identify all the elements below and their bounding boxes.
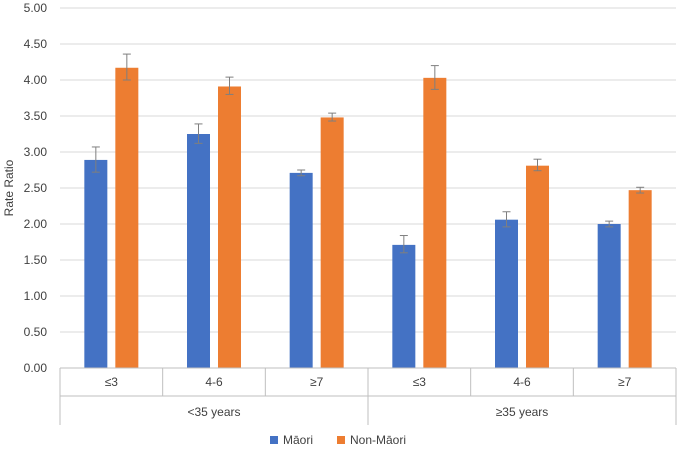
- bar-non-maori: [628, 190, 652, 368]
- x-category-label: ≥7: [310, 375, 324, 389]
- y-tick-label: 1.00: [24, 289, 48, 303]
- y-tick-label: 3.00: [24, 145, 48, 159]
- legend-swatch-non-maori: [337, 436, 345, 444]
- bar-non-maori: [115, 67, 139, 368]
- bar-maori: [289, 172, 313, 368]
- x-group-label: <35 years: [187, 405, 240, 419]
- gridlines: [60, 7, 676, 333]
- bar-maori: [597, 224, 621, 368]
- legend-label-maori: Māori: [283, 433, 313, 447]
- x-category-label: ≥7: [618, 375, 632, 389]
- legend: Māori Non-Māori: [270, 433, 406, 447]
- x-category-label: ≤3: [413, 375, 427, 389]
- y-tick-label: 2.50: [24, 181, 48, 195]
- y-tick-label: 2.00: [24, 217, 48, 231]
- bar-maori: [187, 134, 210, 368]
- bar-non-maori: [320, 117, 344, 368]
- x-category-label: 4-6: [205, 375, 223, 389]
- axes: 0.00 0.50 1.00 1.50 2.00 2.50 3.00 3.50 4.00 4.50…: [24, 1, 677, 425]
- y-tick-label: 4.50: [24, 37, 48, 51]
- y-tick-label: 1.50: [24, 253, 48, 267]
- x-category-label: 4-6: [513, 375, 531, 389]
- x-group-label: ≥35 years: [496, 405, 549, 419]
- y-tick-label: 0.50: [24, 325, 48, 339]
- y-tick-label: 3.50: [24, 109, 48, 123]
- bars: [84, 67, 652, 368]
- legend-label-non-maori: Non-Māori: [350, 433, 406, 447]
- legend-swatch-maori: [270, 436, 278, 444]
- y-axis-title: Rate Ratio: [2, 159, 16, 216]
- bar-non-maori: [423, 77, 447, 368]
- y-tick-label: 5.00: [24, 1, 48, 15]
- bar-non-maori: [218, 86, 241, 368]
- bar-maori: [495, 219, 518, 368]
- error-bars: [91, 53, 645, 254]
- bar-maori: [84, 159, 108, 368]
- y-tick-label: 0.00: [24, 361, 48, 375]
- y-tick-label: 4.00: [24, 73, 48, 87]
- bar-maori: [392, 244, 416, 368]
- bar-non-maori: [526, 165, 549, 368]
- x-category-label: ≤3: [105, 375, 119, 389]
